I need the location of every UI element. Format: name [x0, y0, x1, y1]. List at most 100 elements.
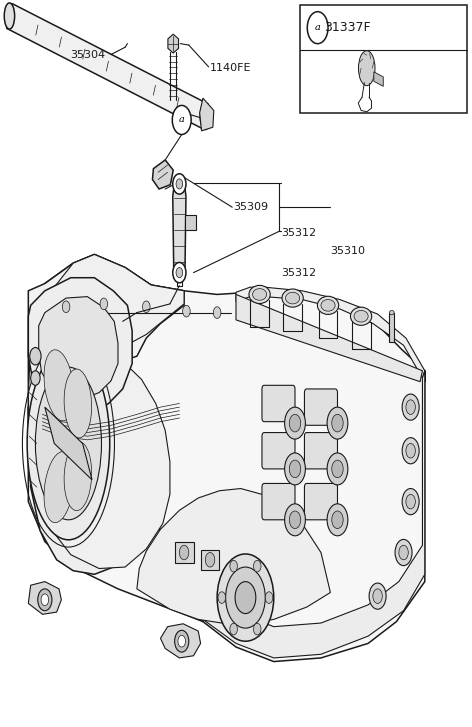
Polygon shape [28, 582, 61, 614]
Circle shape [373, 589, 382, 603]
Circle shape [176, 268, 183, 278]
Text: 31337F: 31337F [356, 57, 403, 71]
Polygon shape [45, 407, 92, 480]
Circle shape [230, 623, 237, 635]
Circle shape [176, 179, 183, 189]
Circle shape [402, 438, 419, 464]
Text: a: a [315, 23, 320, 32]
Circle shape [289, 414, 301, 432]
Circle shape [327, 504, 348, 536]
Circle shape [332, 460, 343, 478]
Circle shape [172, 105, 191, 134]
FancyBboxPatch shape [304, 483, 337, 520]
Circle shape [402, 489, 419, 515]
Ellipse shape [27, 347, 110, 539]
Ellipse shape [44, 350, 74, 421]
Circle shape [213, 307, 221, 318]
Polygon shape [200, 98, 214, 131]
Polygon shape [152, 160, 173, 189]
Polygon shape [160, 624, 201, 658]
Ellipse shape [282, 289, 303, 307]
FancyBboxPatch shape [304, 389, 337, 425]
Circle shape [285, 407, 305, 439]
Circle shape [38, 589, 52, 611]
Text: 1140FE: 1140FE [210, 63, 252, 73]
Circle shape [285, 504, 305, 536]
Circle shape [332, 511, 343, 529]
Circle shape [289, 511, 301, 529]
Circle shape [62, 301, 70, 313]
Circle shape [41, 594, 49, 606]
Polygon shape [236, 287, 425, 378]
Circle shape [143, 301, 150, 313]
Polygon shape [39, 297, 118, 398]
Ellipse shape [286, 292, 300, 304]
Circle shape [327, 453, 348, 485]
Ellipse shape [253, 289, 267, 300]
Ellipse shape [4, 3, 15, 29]
Bar [175, 542, 194, 563]
Ellipse shape [64, 369, 92, 438]
Polygon shape [389, 313, 394, 342]
Text: 31337F: 31337F [324, 21, 370, 34]
Text: 35309: 35309 [234, 202, 269, 212]
Ellipse shape [389, 310, 394, 315]
Polygon shape [203, 371, 425, 658]
Circle shape [205, 553, 215, 567]
FancyBboxPatch shape [304, 433, 337, 469]
Ellipse shape [200, 103, 211, 129]
Circle shape [253, 623, 261, 635]
Ellipse shape [64, 442, 92, 510]
Ellipse shape [44, 451, 74, 523]
Polygon shape [137, 489, 330, 625]
Bar [201, 550, 219, 570]
Circle shape [183, 305, 190, 317]
Text: a: a [179, 116, 185, 124]
Circle shape [230, 561, 237, 572]
Circle shape [399, 545, 408, 560]
Ellipse shape [317, 297, 338, 314]
Polygon shape [168, 34, 178, 53]
Polygon shape [236, 294, 422, 382]
Bar [300, 5, 467, 113]
Ellipse shape [249, 286, 270, 304]
FancyBboxPatch shape [262, 483, 295, 520]
Circle shape [332, 414, 343, 432]
Circle shape [179, 545, 189, 560]
Polygon shape [28, 374, 158, 574]
Circle shape [31, 371, 40, 385]
Text: 35312: 35312 [281, 228, 316, 238]
Ellipse shape [354, 310, 368, 322]
Polygon shape [28, 254, 184, 569]
Polygon shape [7, 4, 208, 129]
Circle shape [395, 539, 412, 566]
Polygon shape [28, 254, 184, 451]
Text: 35310: 35310 [330, 246, 365, 256]
Circle shape [307, 12, 328, 44]
Circle shape [253, 561, 261, 572]
Circle shape [226, 567, 265, 628]
Ellipse shape [321, 300, 335, 311]
Ellipse shape [359, 51, 375, 86]
Circle shape [30, 348, 41, 365]
Text: 35304: 35304 [70, 50, 105, 60]
Ellipse shape [350, 308, 372, 326]
Circle shape [173, 174, 186, 194]
Circle shape [406, 494, 415, 509]
Circle shape [218, 592, 226, 603]
Circle shape [100, 298, 108, 310]
Circle shape [369, 583, 386, 609]
Circle shape [217, 554, 274, 641]
Polygon shape [185, 215, 196, 230]
Circle shape [289, 460, 301, 478]
Circle shape [285, 453, 305, 485]
Polygon shape [173, 189, 186, 268]
Circle shape [175, 630, 189, 652]
Circle shape [406, 400, 415, 414]
Polygon shape [28, 278, 132, 414]
FancyBboxPatch shape [262, 385, 295, 422]
Polygon shape [374, 72, 383, 87]
Circle shape [402, 394, 419, 420]
Circle shape [265, 592, 273, 603]
Text: 35312: 35312 [281, 268, 316, 278]
